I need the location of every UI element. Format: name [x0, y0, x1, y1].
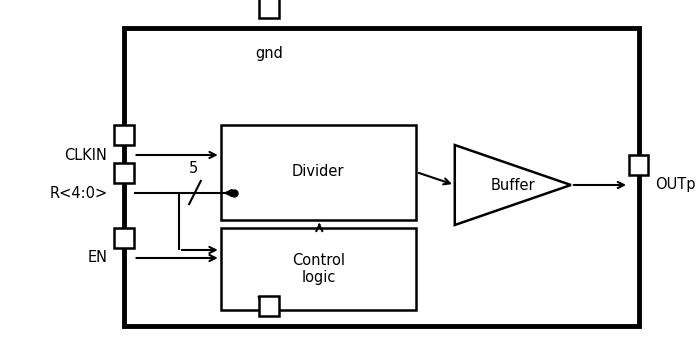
Bar: [114, 228, 134, 248]
Text: R<4:0>: R<4:0>: [49, 186, 107, 201]
Bar: [259, 296, 279, 316]
Text: CLKIN: CLKIN: [64, 147, 107, 162]
Text: Control
logic: Control logic: [292, 253, 345, 285]
Bar: [629, 155, 648, 175]
Text: 5: 5: [189, 161, 198, 176]
Text: Buffer: Buffer: [491, 178, 535, 193]
Bar: [220, 228, 416, 310]
Text: EN: EN: [88, 250, 107, 265]
Text: vcc: vcc: [257, 293, 281, 308]
Bar: [114, 163, 134, 183]
Text: gnd: gnd: [255, 46, 283, 61]
Text: OUTp: OUTp: [655, 178, 696, 193]
Text: Divider: Divider: [292, 165, 344, 179]
Bar: [114, 125, 134, 145]
Bar: [220, 125, 416, 220]
Polygon shape: [455, 145, 571, 225]
Bar: [124, 28, 638, 326]
Bar: [259, 0, 279, 18]
